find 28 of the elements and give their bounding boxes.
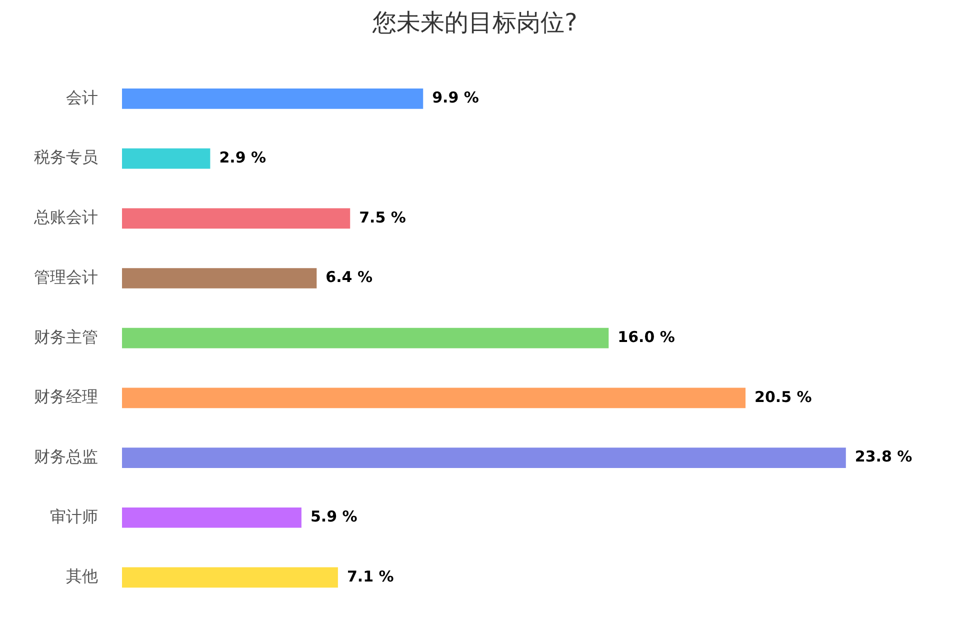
data-label: 6.4 % (326, 268, 372, 286)
data-label: 2.9 % (219, 148, 266, 166)
bar (122, 388, 746, 408)
bar (122, 328, 609, 348)
bar (122, 567, 338, 588)
y-tick-label: 总账会计 (33, 208, 98, 227)
data-label: 5.9 % (310, 508, 358, 526)
y-tick-label: 管理会计 (34, 267, 98, 286)
bar (122, 148, 210, 169)
chart-title: 您未来的目标岗位? (372, 8, 578, 37)
y-tick-label: 其他 (66, 566, 98, 586)
y-tick-label: 审计师 (50, 506, 98, 526)
y-tick-label: 会计 (66, 88, 98, 107)
bar (122, 507, 302, 528)
data-label: 20.5 % (754, 388, 812, 406)
bar (122, 448, 846, 468)
data-label: 7.5 % (359, 208, 406, 226)
data-label: 23.8 % (854, 448, 912, 466)
y-tick-label: 财务主管 (34, 327, 98, 346)
data-label: 7.1 % (346, 567, 394, 586)
bar (122, 208, 350, 229)
y-tick-label: 财务经理 (34, 387, 98, 406)
y-tick-label: 财务总监 (34, 446, 98, 466)
bar (122, 268, 317, 288)
data-label: 9.9 % (432, 88, 479, 107)
data-label: 16.0 % (618, 328, 675, 346)
y-tick-label: 税务专员 (34, 148, 98, 167)
bar (122, 88, 424, 109)
